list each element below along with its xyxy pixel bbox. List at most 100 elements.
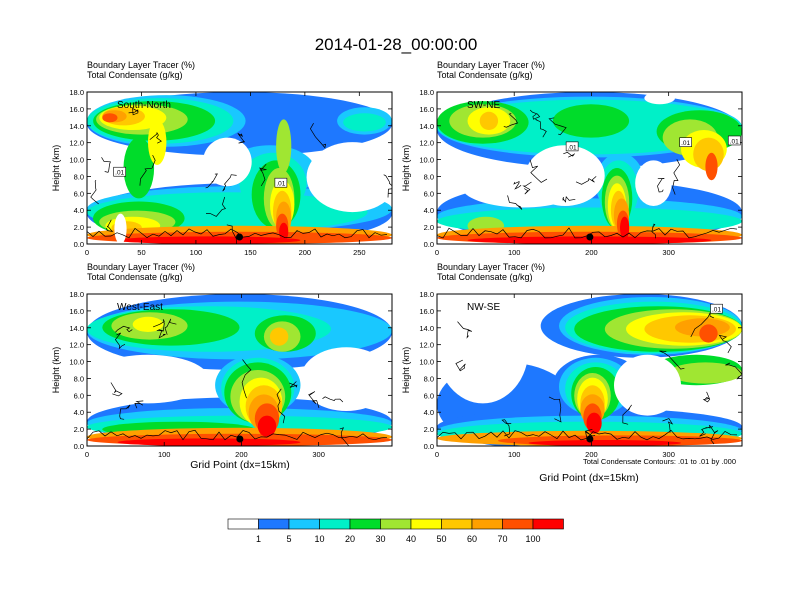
x-tick-label: 300 <box>662 248 675 257</box>
y-tick-label: 4.0 <box>424 408 434 417</box>
panel-header-condensate: Total Condensate (g/kg) <box>87 70 183 80</box>
field-blob <box>257 415 277 437</box>
y-axis-label: Height (km) <box>51 145 61 192</box>
y-tick-label: 4.0 <box>424 206 434 215</box>
location-marker <box>236 435 244 443</box>
contour-label: .01 <box>712 307 721 314</box>
contour-line <box>110 382 123 397</box>
y-tick-label: 2.0 <box>424 223 434 232</box>
colorbar-box <box>288 518 320 530</box>
colorbar-label: 70 <box>497 534 507 544</box>
colorbar-box <box>532 518 564 530</box>
contour-line <box>90 179 99 205</box>
y-tick-label: 16.0 <box>419 105 434 114</box>
y-tick-label: 8.0 <box>74 172 84 181</box>
panel-name: SW-NE <box>467 100 500 111</box>
contour-line <box>128 107 139 116</box>
field-blob <box>668 362 742 384</box>
colorbar-label: 50 <box>436 534 446 544</box>
contour-line <box>529 109 541 120</box>
contour-line <box>206 196 226 217</box>
field <box>87 92 392 244</box>
colorbar-label: 30 <box>375 534 385 544</box>
colorbar-label: 100 <box>525 534 540 544</box>
y-tick-label: 6.0 <box>74 391 84 400</box>
x-tick-label: 100 <box>508 450 521 459</box>
x-tick-label: 0 <box>85 450 89 459</box>
contour-line <box>226 224 237 244</box>
y-tick-label: 0.0 <box>74 442 84 451</box>
location-marker <box>586 233 594 241</box>
field-blob <box>117 438 301 446</box>
contour-label-box <box>679 137 692 147</box>
contour-line <box>718 334 732 354</box>
x-axis-label-bottom-left: Grid Point (dx=15km) <box>190 459 290 471</box>
y-tick-label: 8.0 <box>424 374 434 383</box>
x-tick-label: 150 <box>244 248 257 257</box>
panel-sw-ne: Boundary Layer Tracer (%)Total Condensat… <box>401 60 743 257</box>
panel-nw-se: Boundary Layer Tracer (%)Total Condensat… <box>401 262 743 459</box>
y-axis-label: Height (km) <box>51 347 61 394</box>
condensate-contours <box>437 312 742 445</box>
contour-line <box>651 223 656 239</box>
plot-frame <box>436 293 743 447</box>
field-blob <box>300 347 392 411</box>
panel-header-tracer: Boundary Layer Tracer (%) <box>87 60 195 70</box>
field-blob <box>614 354 681 416</box>
x-tick-label: 200 <box>299 248 312 257</box>
contour-label: .01 <box>730 138 739 145</box>
colorbar-box <box>410 518 442 530</box>
contour-line <box>241 359 252 399</box>
contour-line <box>503 113 519 128</box>
colorbar-box <box>471 518 503 530</box>
y-tick-label: 14.0 <box>69 324 84 333</box>
y-tick-label: 16.0 <box>419 307 434 316</box>
contour-line <box>522 181 532 195</box>
y-tick-label: 14.0 <box>69 122 84 131</box>
y-tick-label: 6.0 <box>424 391 434 400</box>
y-tick-label: 6.0 <box>424 189 434 198</box>
field-blob <box>699 324 718 343</box>
field-blob <box>276 119 292 173</box>
contour-line <box>657 178 665 193</box>
plot-frame <box>86 91 393 245</box>
y-tick-label: 6.0 <box>74 189 84 198</box>
contour-line <box>548 396 562 423</box>
field-blob <box>343 113 386 132</box>
contour-line <box>659 350 685 370</box>
contour-line <box>709 424 719 445</box>
colorbar-box <box>441 518 473 530</box>
y-tick-label: 0.0 <box>424 442 434 451</box>
contour-label-box <box>727 135 741 146</box>
field-blob <box>202 137 252 187</box>
field-blob <box>705 152 718 181</box>
contour-line <box>259 163 267 187</box>
x-tick-label: 0 <box>435 450 439 459</box>
x-tick-label: 200 <box>585 450 598 459</box>
y-tick-label: 18.0 <box>69 88 84 97</box>
y-tick-label: 0.0 <box>424 240 434 249</box>
y-tick-label: 4.0 <box>74 408 84 417</box>
contour-line <box>119 404 131 420</box>
panel-name: West-East <box>117 302 163 313</box>
panel-name: NW-SE <box>467 302 500 313</box>
y-tick-label: 12.0 <box>69 341 84 350</box>
colorbar-label: 60 <box>467 534 477 544</box>
plot-frame <box>86 293 393 447</box>
x-tick-label: 200 <box>585 248 598 257</box>
colorbar-label: 20 <box>345 534 355 544</box>
contour-line <box>457 321 473 339</box>
x-tick-label: 250 <box>353 248 366 257</box>
contour-line <box>690 312 715 338</box>
contour-label: .01 <box>568 144 577 151</box>
x-tick-label: 100 <box>508 248 521 257</box>
field-blob <box>635 160 672 206</box>
condensate-contours <box>437 109 738 239</box>
contour-label-box <box>565 141 579 152</box>
colorbar-box <box>502 518 534 530</box>
contour-label: .01 <box>276 181 285 188</box>
contour-line <box>87 429 388 441</box>
y-tick-label: 18.0 <box>69 290 84 299</box>
x-axis-label-bottom-right: Grid Point (dx=15km) <box>539 472 639 484</box>
